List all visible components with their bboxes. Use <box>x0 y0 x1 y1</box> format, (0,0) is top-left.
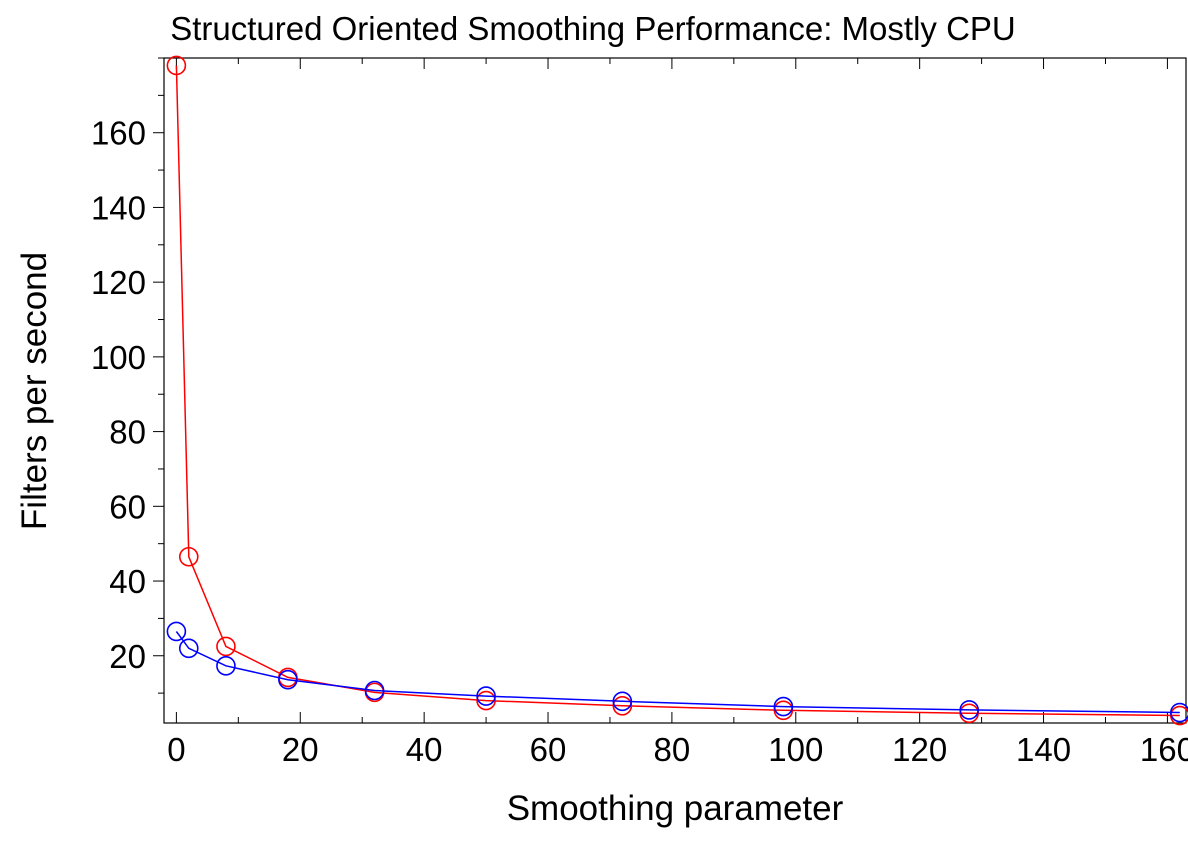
y-tick-label: 120 <box>91 264 146 301</box>
series-2-point <box>278 669 298 690</box>
series-1-point <box>612 696 633 716</box>
x-tick-label: 60 <box>530 731 567 768</box>
axis-ticks: 0 20 40 60 80 100 120 140 160 20 40 60 80 100 120 140 16… <box>91 57 1188 768</box>
series-1-point <box>216 636 236 657</box>
y-axis-label: Filters per second <box>15 252 54 530</box>
x-tick-label: 100 <box>768 731 823 768</box>
y-tick-label: 100 <box>91 339 146 376</box>
y-tick-label: 40 <box>109 563 146 600</box>
y-tick-label: 20 <box>109 638 146 675</box>
x-tick-label: 20 <box>282 731 319 768</box>
series-2-line <box>175 631 1180 714</box>
series-layer <box>166 55 1188 726</box>
x-tick-label: 140 <box>1016 731 1071 768</box>
series-2-point <box>1170 702 1188 723</box>
x-tick-label: 80 <box>654 731 691 768</box>
series-2-point <box>178 638 199 659</box>
series-2-point <box>216 656 236 676</box>
plot-frame <box>163 57 1187 724</box>
y-tick-label: 60 <box>109 488 146 525</box>
x-tick-label: 40 <box>406 731 443 768</box>
series-1-point <box>166 55 187 76</box>
series-1-point <box>476 690 496 711</box>
x-tick-label: 160 <box>1140 731 1188 768</box>
chart-title: Structured Oriented Smoothing Performanc… <box>170 10 1016 47</box>
series-1-point <box>178 546 199 567</box>
series-2-point <box>166 621 187 642</box>
x-tick-label: 120 <box>892 731 947 768</box>
x-tick-label: 0 <box>167 731 185 768</box>
series-2-point <box>959 700 980 720</box>
series-2-point <box>476 686 496 706</box>
y-tick-label: 160 <box>91 115 146 152</box>
x-axis-label: Smoothing parameter <box>507 789 844 828</box>
y-tick-label: 140 <box>91 189 146 226</box>
series-2-point <box>364 680 385 701</box>
y-tick-label: 80 <box>109 414 146 451</box>
series-2-point <box>773 696 794 717</box>
series-2-point <box>612 691 633 712</box>
series-1-line <box>175 65 1180 717</box>
